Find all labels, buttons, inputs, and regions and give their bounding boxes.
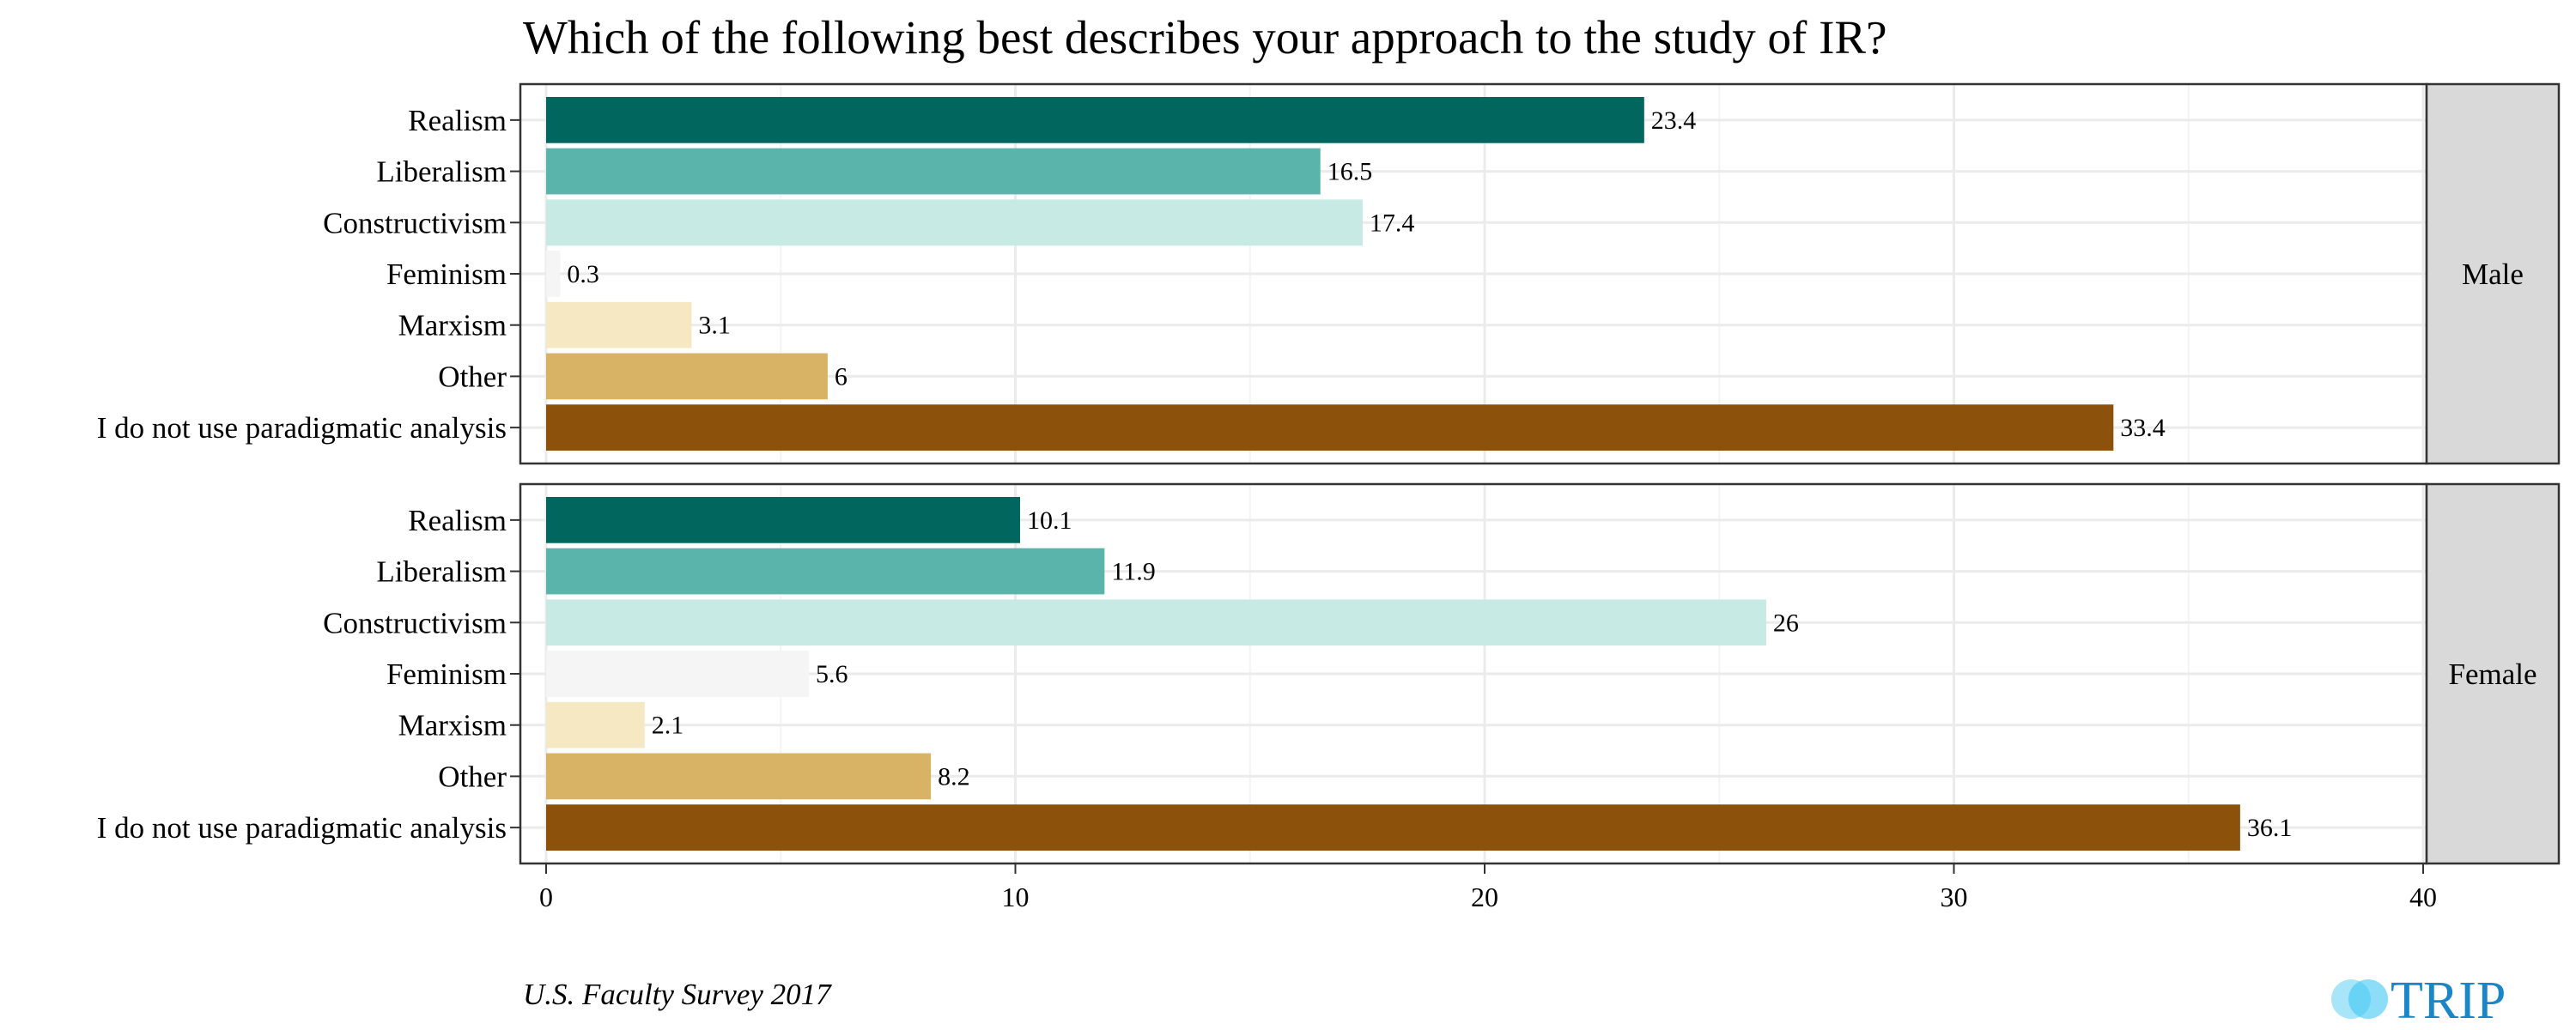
value-label: 2.1 <box>652 712 684 740</box>
category-label: Realism <box>408 104 507 137</box>
value-label: 3.1 <box>698 312 731 340</box>
value-label: 11.9 <box>1111 558 1155 586</box>
category-label: Liberalism <box>376 155 507 189</box>
value-label: 10.1 <box>1027 506 1072 535</box>
trip-logo: TRIP <box>2331 972 2506 1030</box>
value-label: 17.4 <box>1370 209 1415 237</box>
category-label: I do not use paradigmatic analysis <box>97 411 507 445</box>
facet-strip <box>2425 82 2561 465</box>
x-tick-label: 0 <box>539 882 553 912</box>
value-label: 16.5 <box>1327 158 1373 186</box>
bar <box>546 496 1020 543</box>
x-tick-label: 10 <box>1002 882 1030 912</box>
logo-mark-icon-2 <box>2348 979 2388 1019</box>
value-label: 8.2 <box>938 762 970 791</box>
bar <box>546 701 645 748</box>
category-label: Feminism <box>386 657 507 691</box>
value-label: 36.1 <box>2247 814 2293 842</box>
bar <box>546 804 2240 851</box>
value-label: 33.4 <box>2120 414 2166 442</box>
category-label: Constructivism <box>323 606 507 639</box>
bar <box>546 548 1105 595</box>
bar <box>546 651 810 697</box>
bar <box>546 301 692 348</box>
logo-text: TRIP <box>2391 972 2506 1030</box>
bar <box>546 753 932 800</box>
category-label: Feminism <box>386 258 507 291</box>
bar <box>546 404 2114 451</box>
plot-area: 23.4 Realism 16.5 Liberalism 17.4 Constructiv… <box>97 82 2561 912</box>
x-tick-label: 20 <box>1471 882 1498 912</box>
facet-strip-label: Male <box>2462 258 2524 291</box>
value-label: 26 <box>1773 609 1799 637</box>
category-label: Other <box>438 360 507 393</box>
category-label: I do not use paradigmatic analysis <box>97 811 507 845</box>
bar <box>546 353 828 400</box>
value-label: 0.3 <box>567 260 599 288</box>
category-label: Realism <box>408 504 507 537</box>
source-caption: U.S. Faculty Survey 2017 <box>523 978 832 1011</box>
category-label: Constructivism <box>323 206 507 239</box>
bar <box>546 599 1766 646</box>
bar <box>546 148 1321 195</box>
value-label: 5.6 <box>816 660 848 688</box>
x-tick-label: 30 <box>1941 882 1968 912</box>
category-label: Marxism <box>398 309 507 342</box>
value-label: 6 <box>835 362 848 391</box>
chart-title: Which of the following best describes yo… <box>523 11 1886 64</box>
facet-strip-label: Female <box>2448 657 2537 691</box>
category-label: Liberalism <box>376 555 507 589</box>
bar <box>546 96 1644 143</box>
bar <box>546 251 561 297</box>
category-label: Marxism <box>398 709 507 742</box>
facet-strip <box>2425 482 2561 865</box>
x-tick-label: 40 <box>2409 882 2437 912</box>
category-label: Other <box>438 760 507 793</box>
bar <box>546 199 1363 246</box>
value-label: 23.4 <box>1651 106 1697 135</box>
